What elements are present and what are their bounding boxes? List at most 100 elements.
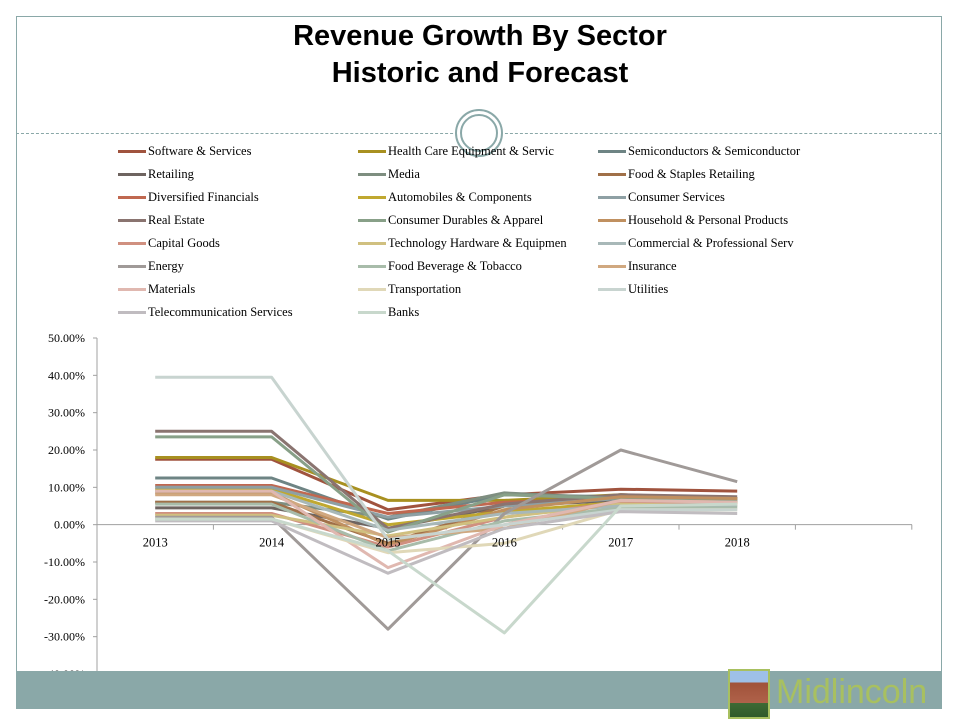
- legend-entry: Software & Services: [118, 143, 251, 159]
- series-line: [155, 502, 738, 635]
- legend-swatch: [118, 287, 146, 291]
- legend-swatch: [598, 287, 626, 291]
- series-line: [155, 435, 738, 534]
- legend-label: Consumer Services: [628, 190, 725, 204]
- legend-swatch: [118, 264, 146, 268]
- legend-label: Utilities: [628, 282, 669, 296]
- series-line: [155, 375, 738, 542]
- legend-entry: Retailing: [118, 166, 194, 182]
- legend-label: Health Care Equipment & Servic: [388, 144, 554, 158]
- x-tick-label: 2014: [259, 536, 285, 550]
- legend-entry: Food & Staples Retailing: [598, 166, 755, 182]
- legend-swatch: [358, 218, 386, 222]
- legend-label: Diversified Financials: [148, 190, 259, 204]
- legend-entry: Commercial & Professional Serv: [598, 235, 794, 251]
- legend-label: Telecommunication Services: [148, 305, 293, 319]
- y-tick-label: -10.00%: [44, 555, 85, 569]
- legend-label: Energy: [148, 259, 184, 273]
- legend-swatch: [598, 149, 626, 153]
- series-line: [155, 448, 738, 631]
- legend-label: Automobiles & Components: [388, 190, 532, 204]
- legend-entry: Food Beverage & Tobacco: [358, 258, 522, 274]
- series-line: [155, 489, 738, 570]
- legend-swatch: [118, 241, 146, 245]
- title-line-1: Revenue Growth By Sector: [293, 20, 667, 52]
- x-tick-label: 2013: [143, 536, 168, 550]
- legend-entry: Consumer Durables & Apparel: [358, 212, 543, 228]
- legend-entry: Transportation: [358, 281, 461, 297]
- x-tick-label: 2017: [608, 536, 633, 550]
- legend-label: Food & Staples Retailing: [628, 167, 755, 181]
- legend-swatch: [358, 264, 386, 268]
- legend-label: Materials: [148, 282, 196, 296]
- legend-entry: Consumer Services: [598, 189, 725, 205]
- legend-label: Media: [388, 167, 420, 181]
- y-tick-label: 50.00%: [48, 331, 85, 345]
- legend-label: Household & Personal Products: [628, 213, 789, 227]
- y-tick-label: 20.00%: [48, 443, 85, 457]
- legend-entry: Energy: [118, 258, 184, 274]
- legend-entry: Technology Hardware & Equipmen: [358, 235, 567, 251]
- y-tick-label: 10.00%: [48, 480, 85, 494]
- y-tick-label: -30.00%: [44, 630, 85, 644]
- legend-swatch: [598, 241, 626, 245]
- legend-label: Retailing: [148, 167, 194, 181]
- legend-entry: Household & Personal Products: [598, 212, 788, 228]
- series-line: [155, 457, 738, 512]
- slide-title: Revenue Growth By Sector Historic and Fo…: [0, 18, 960, 92]
- series-line: [155, 510, 738, 575]
- legend-swatch: [598, 218, 626, 222]
- legend-label: Consumer Durables & Apparel: [388, 213, 544, 227]
- legend-swatch: [118, 149, 146, 153]
- legend-label: Commercial & Professional Serv: [628, 236, 794, 250]
- ornament-ring-inner: [460, 114, 498, 152]
- x-tick-label: 2018: [725, 536, 750, 550]
- y-tick-label: -20.00%: [44, 592, 85, 606]
- legend-entry: Automobiles & Components: [358, 189, 532, 205]
- legend-label: Software & Services: [148, 144, 252, 158]
- legend-swatch: [598, 195, 626, 199]
- legend-label: Transportation: [388, 282, 462, 296]
- legend-swatch: [118, 172, 146, 176]
- legend-swatch: [358, 241, 386, 245]
- legend-swatch: [358, 195, 386, 199]
- y-tick-label: 30.00%: [48, 406, 85, 420]
- legend-entry: Materials: [118, 281, 195, 297]
- logo-text: Midlincoln: [776, 673, 928, 711]
- legend-entry: Media: [358, 166, 420, 182]
- ornament-ring-icon: [455, 109, 503, 157]
- legend-label: Capital Goods: [148, 236, 220, 250]
- legend-label: Insurance: [628, 259, 677, 273]
- legend-entry: Banks: [358, 304, 419, 320]
- legend-label: Food Beverage & Tobacco: [388, 259, 522, 273]
- legend-swatch: [358, 310, 386, 314]
- footer-band: [16, 671, 942, 709]
- legend-entry: Capital Goods: [118, 235, 220, 251]
- legend-swatch: [358, 287, 386, 291]
- series-line: [155, 502, 738, 553]
- title-line-2: Historic and Forecast: [331, 57, 629, 89]
- legend-entry: Health Care Equipment & Servic: [358, 143, 554, 159]
- slide-frame: [16, 16, 942, 708]
- y-tick-label: 0.00%: [54, 518, 85, 532]
- legend-entry: Semiconductors & Semiconductor: [598, 143, 800, 159]
- legend-label: Banks: [388, 305, 420, 319]
- legend-entry: Insurance: [598, 258, 677, 274]
- legend-entry: Utilities: [598, 281, 668, 297]
- legend-entry: Diversified Financials: [118, 189, 259, 205]
- legend-swatch: [598, 172, 626, 176]
- legend-swatch: [598, 264, 626, 268]
- x-tick-label: 2016: [492, 536, 517, 550]
- legend-label: Technology Hardware & Equipmen: [388, 236, 567, 250]
- legend-swatch: [358, 172, 386, 176]
- x-tick-label: 2015: [376, 536, 401, 550]
- y-tick-label: 40.00%: [48, 368, 85, 382]
- legend-entry: Real Estate: [118, 212, 205, 228]
- legend-swatch: [118, 218, 146, 222]
- series-line: [155, 429, 738, 530]
- footer-line: [16, 708, 942, 709]
- legend-label: Real Estate: [148, 213, 205, 227]
- legend-entry: Telecommunication Services: [118, 304, 293, 320]
- building-logo-icon: [728, 669, 770, 719]
